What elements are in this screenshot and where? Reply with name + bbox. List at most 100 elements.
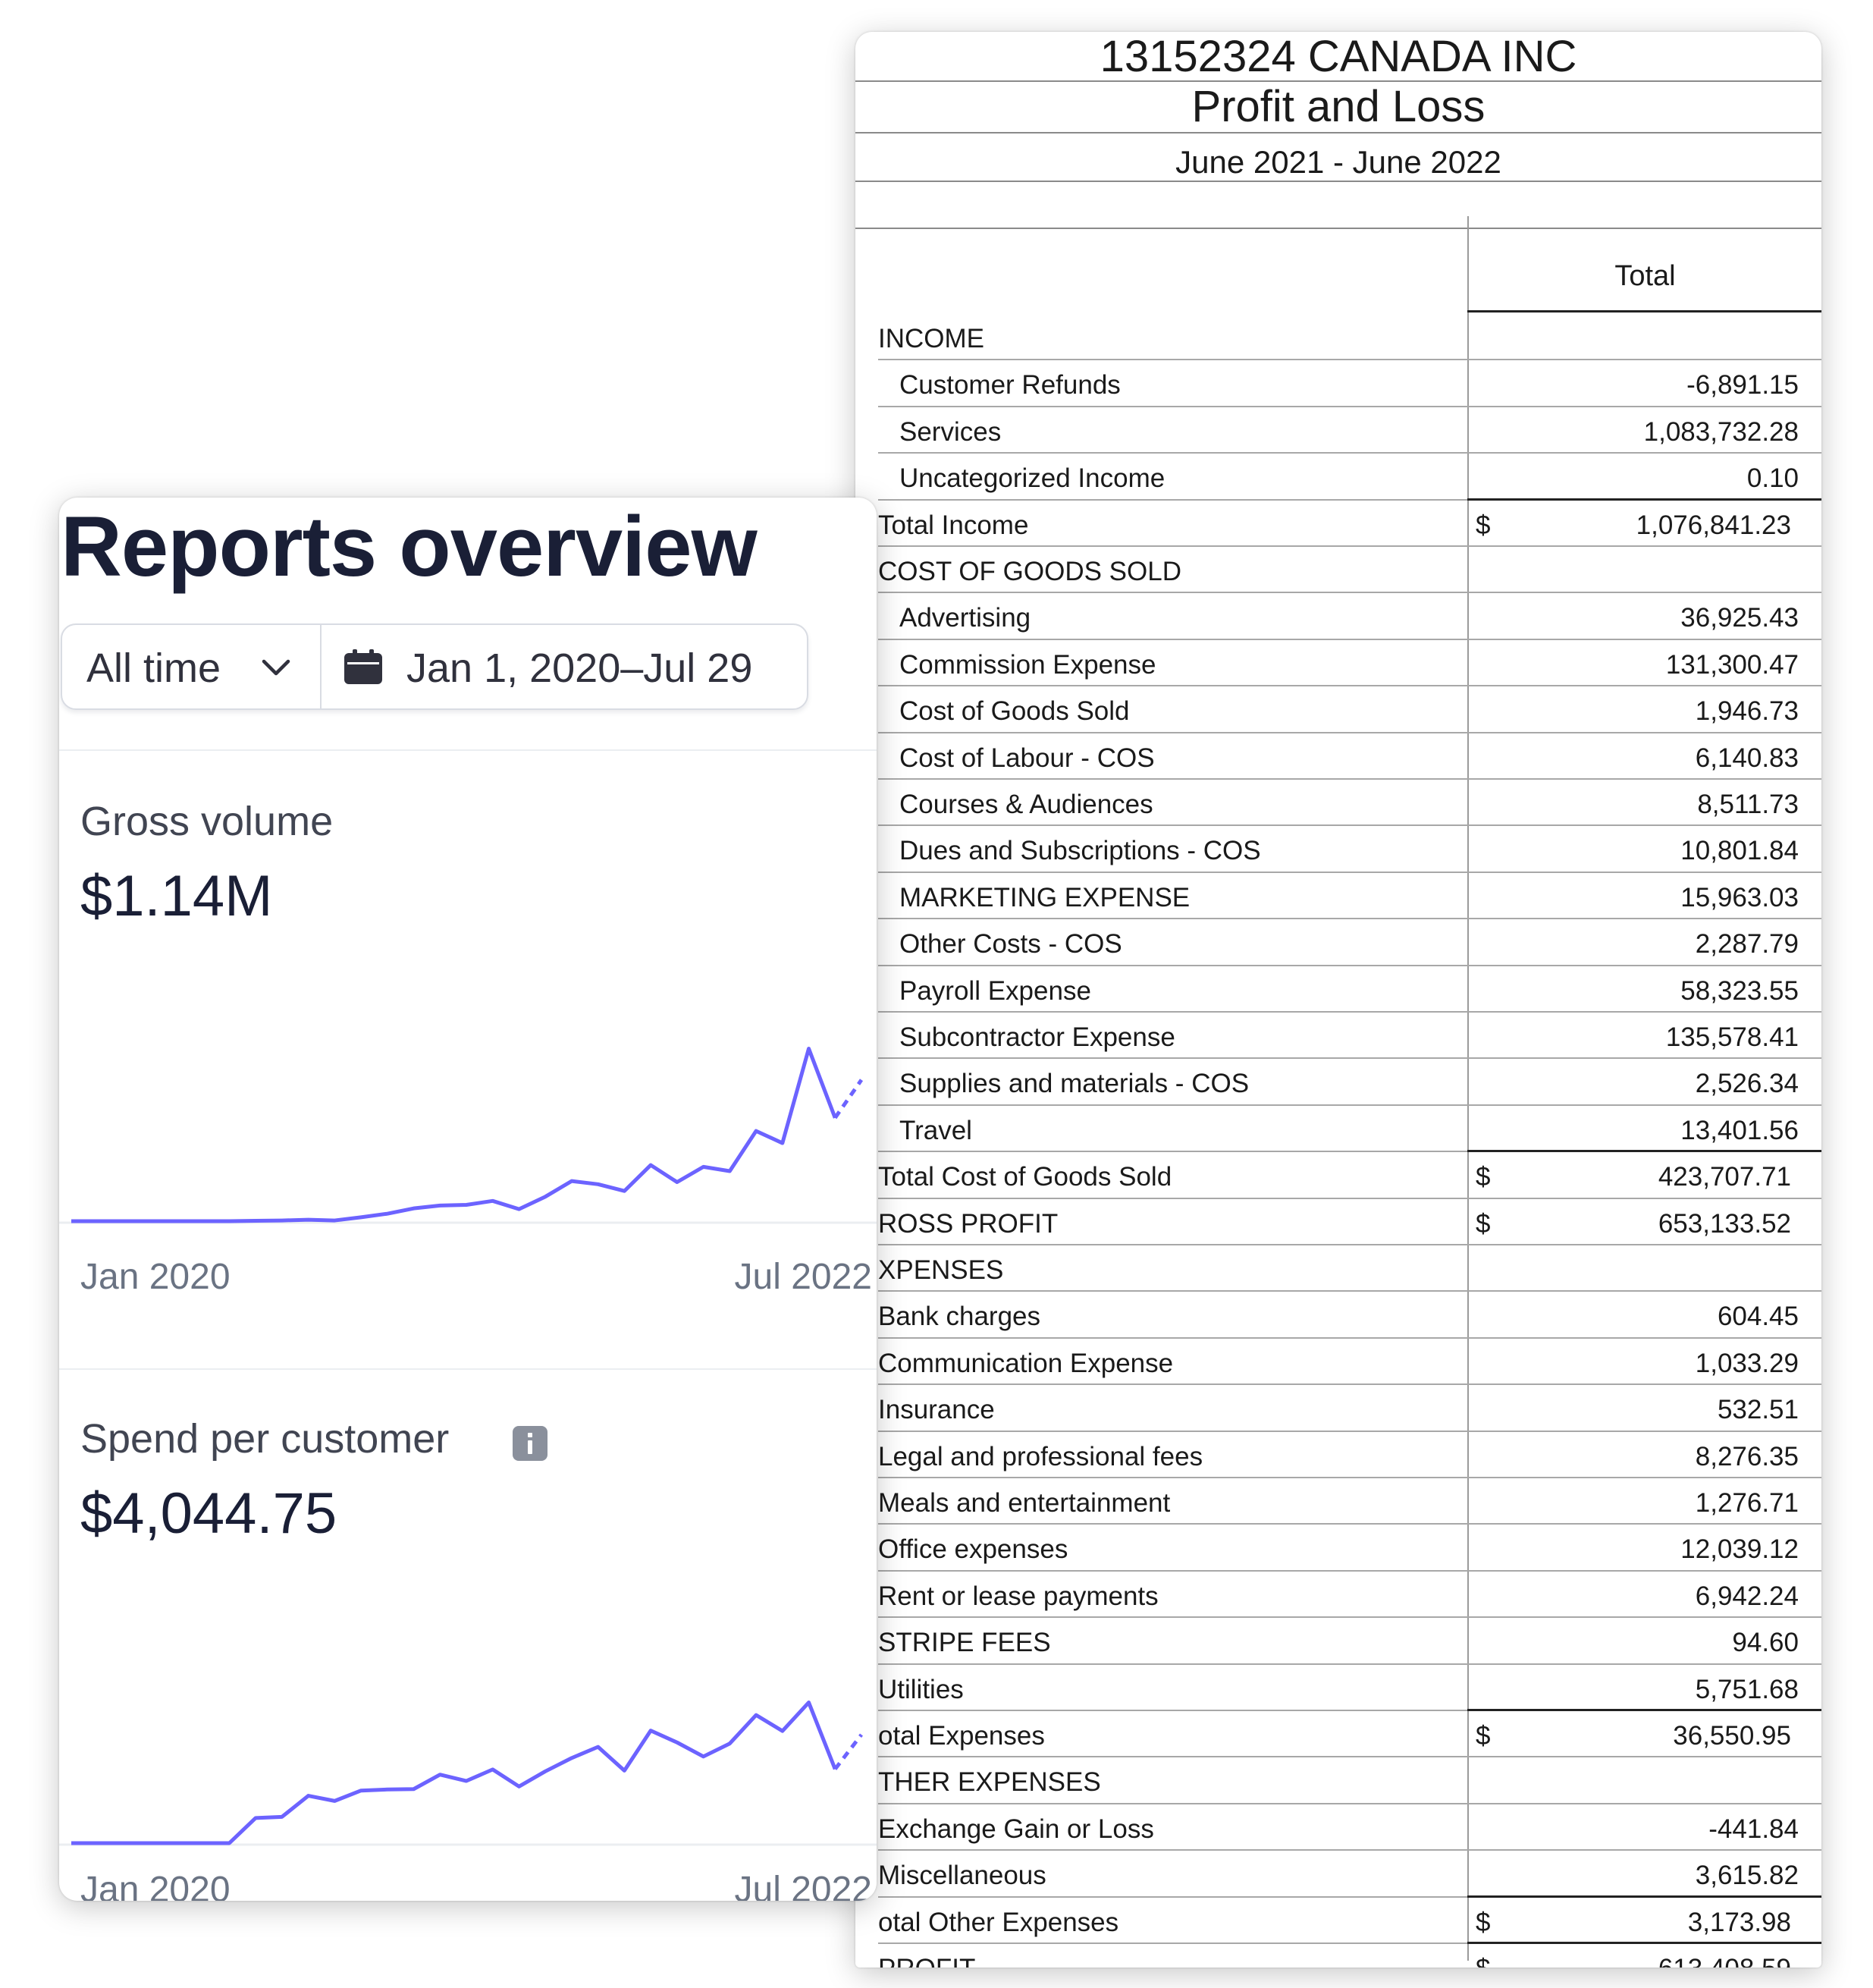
row-label: otal Expenses <box>878 1721 1045 1751</box>
row-amount: 131,300.47 <box>1665 649 1799 680</box>
row-label: Office expenses <box>878 1534 1068 1565</box>
table-row: Other Costs - COS 2,287.79 <box>855 919 1821 966</box>
row-amount: 58,323.55 <box>1680 975 1799 1006</box>
row-amount: 2,287.79 <box>1695 929 1799 959</box>
table-row: otal Other Expenses $3,173.98 <box>855 1898 1821 1944</box>
subtotal-rule <box>1467 1941 1821 1944</box>
x-axis-start-label: Jan 2020 <box>80 1870 231 1901</box>
row-amount: -6,891.15 <box>1686 370 1799 400</box>
row-rule <box>878 359 1821 361</box>
date-range-label: Jan 1, 2020–Jul 29 <box>406 645 753 691</box>
row-amount: -441.84 <box>1708 1814 1799 1844</box>
row-amount: 653,133.52 <box>1658 1208 1791 1239</box>
row-amount: 36,925.43 <box>1680 603 1799 633</box>
row-label: Utilities <box>878 1674 964 1704</box>
row-rule <box>878 824 1821 827</box>
spend-per-customer-label: Spend per customer <box>80 1416 450 1462</box>
table-row: Rent or lease payments 6,942.24 <box>855 1572 1821 1619</box>
row-label: Exchange Gain or Loss <box>878 1814 1154 1844</box>
row-rule <box>878 1895 1821 1898</box>
row-label: MARKETING EXPENSE <box>899 882 1191 912</box>
divider <box>855 80 1821 82</box>
row-rule <box>878 1010 1821 1013</box>
range-select[interactable]: All time <box>62 625 322 708</box>
row-rule <box>878 1709 1821 1711</box>
row-rule <box>878 1151 1821 1153</box>
row-rule <box>878 1430 1821 1432</box>
gross-volume-chart[interactable] <box>59 1029 877 1241</box>
date-range-button[interactable]: Jan 1, 2020–Jul 29 <box>322 625 807 708</box>
row-label: Bank charges <box>878 1302 1041 1332</box>
row-amount: 6,140.83 <box>1695 743 1799 773</box>
spend-per-customer-chart[interactable] <box>59 1643 877 1863</box>
subtotal-rule <box>1467 1895 1821 1898</box>
row-amount: 1,276.71 <box>1695 1488 1799 1518</box>
row-amount: 0.10 <box>1746 463 1799 494</box>
row-rule <box>878 1616 1821 1619</box>
row-label: XPENSES <box>878 1255 1004 1285</box>
row-rule <box>878 592 1821 594</box>
row-rule <box>878 1663 1821 1665</box>
row-rule <box>878 1942 1821 1944</box>
row-amount: 532.51 <box>1717 1395 1799 1425</box>
row-label: Rent or lease payments <box>878 1581 1159 1611</box>
row-label: Meals and entertainment <box>878 1488 1171 1518</box>
row-rule <box>878 405 1821 407</box>
table-row: Dues and Subscriptions - COS 10,801.84 <box>855 826 1821 873</box>
divider <box>855 132 1821 133</box>
row-amount: 604.45 <box>1717 1302 1799 1332</box>
spend-per-customer-value: $4,044.75 <box>80 1481 337 1546</box>
row-rule <box>878 1243 1821 1245</box>
row-label: Services <box>899 416 1002 447</box>
x-axis-end-label: Jul 2022 <box>734 1870 872 1901</box>
report-period: June 2021 - June 2022 <box>1175 144 1501 180</box>
row-label: Customer Refunds <box>899 370 1121 400</box>
currency-symbol: $ <box>1476 1162 1491 1192</box>
row-label: Supplies and materials - COS <box>899 1069 1250 1099</box>
calendar-icon <box>344 649 382 684</box>
column-divider <box>1467 216 1469 1961</box>
info-icon[interactable] <box>513 1426 547 1461</box>
row-amount: 8,276.35 <box>1695 1441 1799 1471</box>
row-label: Insurance <box>878 1395 995 1425</box>
row-amount: 10,801.84 <box>1680 836 1799 866</box>
table-row: PROFIT $613,408.59 <box>855 1944 1821 1968</box>
row-amount: 3,615.82 <box>1695 1861 1799 1891</box>
row-amount: 13,401.56 <box>1680 1115 1799 1145</box>
row-amount: 1,946.73 <box>1695 696 1799 727</box>
row-rule <box>878 1197 1821 1199</box>
table-row: Exchange Gain or Loss -441.84 <box>855 1804 1821 1851</box>
table-row: XPENSES <box>855 1245 1821 1292</box>
table-row: Uncategorized Income 0.10 <box>855 454 1821 501</box>
table-row: Legal and professional fees 8,276.35 <box>855 1432 1821 1478</box>
range-select-label: All time <box>86 645 221 691</box>
table-row: Cost of Labour - COS 6,140.83 <box>855 733 1821 780</box>
divider <box>59 749 877 751</box>
series-line <box>71 1047 837 1223</box>
row-label: Dues and Subscriptions - COS <box>899 836 1261 866</box>
row-label: Commission Expense <box>899 649 1156 680</box>
row-rule <box>878 1057 1821 1060</box>
table-row: Payroll Expense 58,323.55 <box>855 966 1821 1013</box>
row-amount: 12,039.12 <box>1680 1534 1799 1565</box>
row-rule <box>878 685 1821 687</box>
table-row: Subcontractor Expense 135,578.41 <box>855 1013 1821 1060</box>
row-label: THER EXPENSES <box>878 1767 1101 1798</box>
row-rule <box>878 638 1821 640</box>
row-amount: 613,408.59 <box>1658 1946 1791 1968</box>
row-label: COST OF GOODS SOLD <box>878 557 1181 586</box>
row-amount: 36,550.95 <box>1673 1721 1791 1751</box>
table-row: Commission Expense 131,300.47 <box>855 640 1821 687</box>
header-rule <box>1467 310 1821 312</box>
row-rule <box>878 1849 1821 1851</box>
filter-bar: All time Jan 1, 2020–Jul 29 <box>61 623 808 710</box>
subtotal-rule <box>1467 1708 1821 1711</box>
table-row: otal Expenses $36,550.95 <box>855 1711 1821 1758</box>
gross-volume-label: Gross volume <box>80 799 334 844</box>
row-label: Payroll Expense <box>899 975 1091 1006</box>
divider <box>855 181 1821 182</box>
table-row: Office expenses 12,039.12 <box>855 1525 1821 1572</box>
currency-symbol: $ <box>1476 510 1491 540</box>
row-rule <box>878 871 1821 873</box>
table-row: INCOME <box>855 314 1821 361</box>
